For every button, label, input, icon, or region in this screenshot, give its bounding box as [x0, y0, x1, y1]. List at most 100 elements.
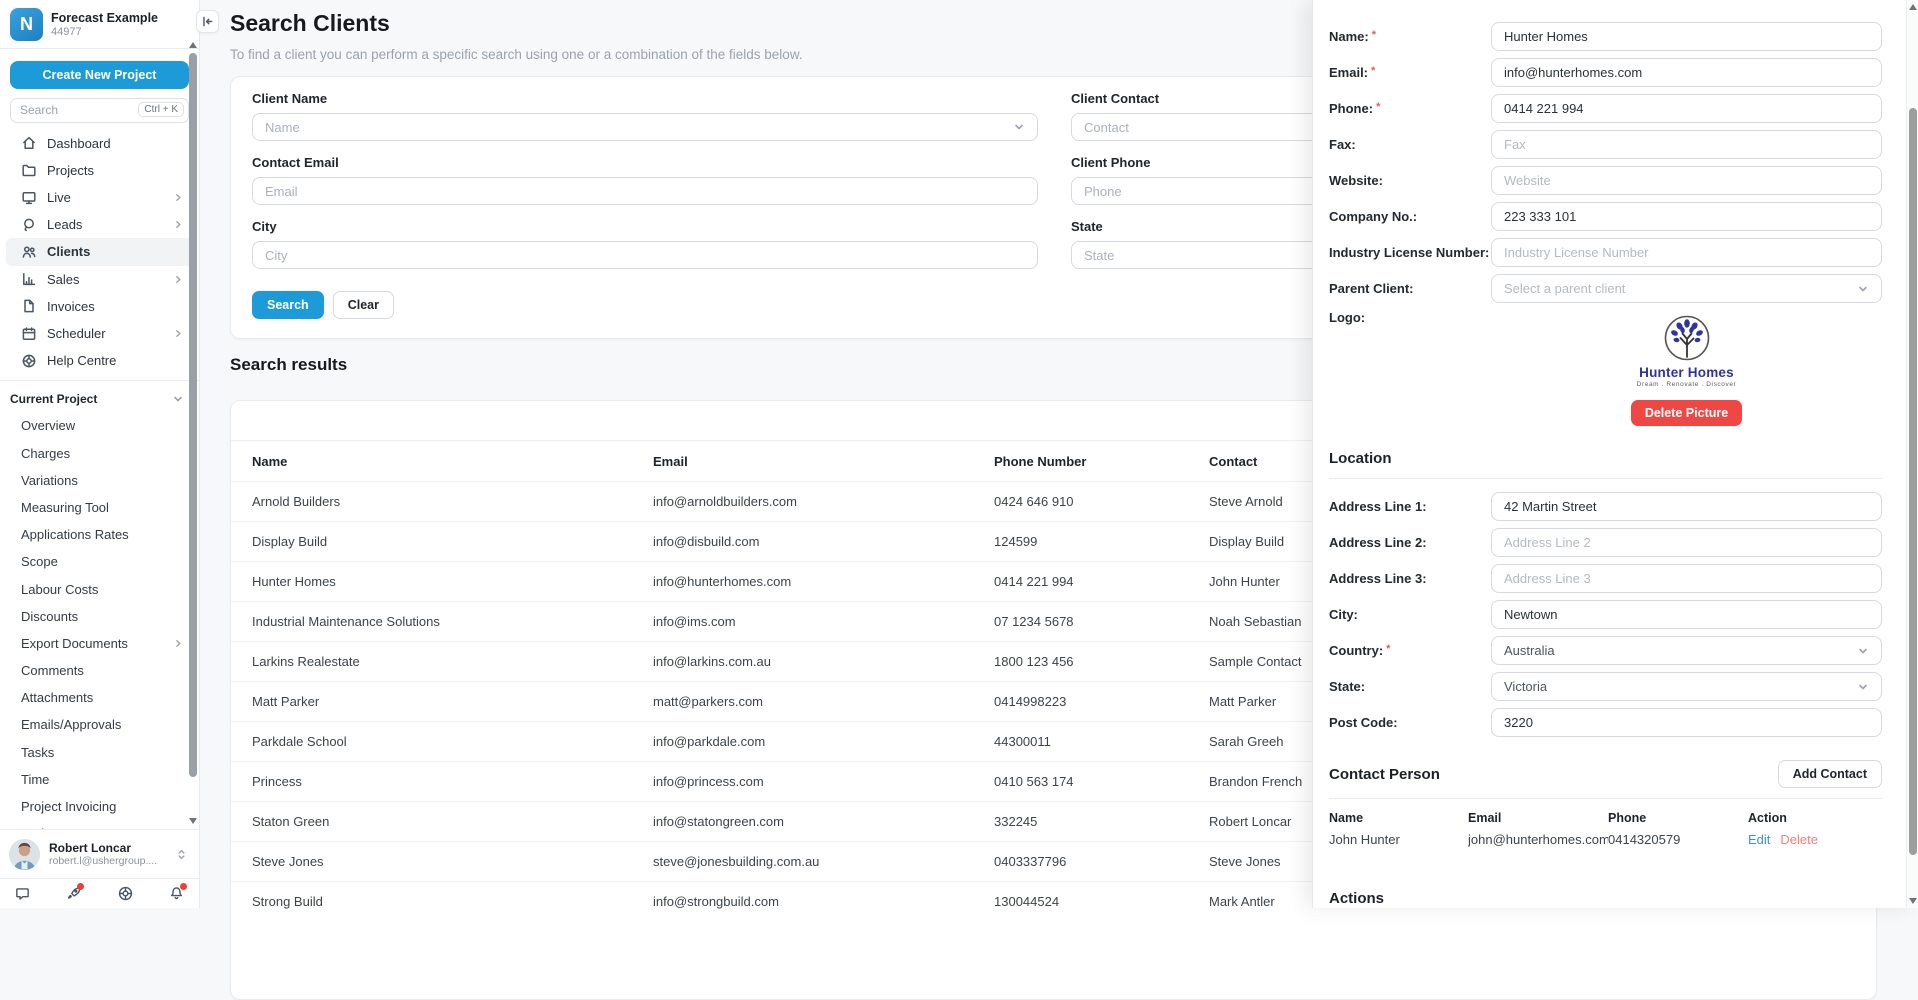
table-row[interactable]: Parkdale School info@parkdale.com 443000…: [231, 721, 1876, 761]
table-row[interactable]: Display Build info@disbuild.com 124599 D…: [231, 521, 1876, 561]
name-input[interactable]: [1491, 22, 1882, 51]
clear-button[interactable]: Clear: [332, 291, 394, 319]
sidebar-item-help-centre[interactable]: Help Centre: [6, 347, 193, 374]
delete-picture-button[interactable]: Delete Picture: [1630, 400, 1743, 426]
current-project-item[interactable]: Emails/Approvals: [21, 717, 122, 733]
table-row[interactable]: Arnold Builders info@arnoldbuilders.com …: [231, 481, 1876, 521]
city-input[interactable]: [252, 241, 1038, 269]
panel-field-address-1: Address Line 1:: [1329, 492, 1882, 521]
calendar-icon: [21, 326, 37, 342]
search-button[interactable]: Search: [252, 291, 324, 319]
table-row[interactable]: Larkins Realestate info@larkins.com.au 1…: [231, 641, 1876, 681]
table-row[interactable]: Matt Parker matt@parkers.com 0414998223 …: [231, 681, 1876, 721]
scroll-down-arrow[interactable]: [188, 818, 197, 824]
sidebar-item-projects[interactable]: Projects: [6, 157, 193, 184]
scrollbar-thumb[interactable]: [188, 53, 197, 777]
user-menu[interactable]: Robert Loncar robert.l@ushergroup....: [0, 829, 199, 878]
table-row[interactable]: Princess info@princess.com 0410 563 174 …: [231, 761, 1876, 801]
current-project-item[interactable]: Comments: [21, 663, 84, 679]
bell-icon[interactable]: [168, 883, 187, 902]
email-input[interactable]: [1491, 58, 1882, 87]
current-project-item[interactable]: Measuring Tool: [21, 499, 109, 515]
sidebar-item-leads[interactable]: Leads: [6, 211, 193, 238]
sidebar-item-scheduler[interactable]: Scheduler: [6, 320, 193, 347]
sidebar-item-dashboard[interactable]: Dashboard: [6, 130, 193, 157]
cell-phone: 124599: [994, 534, 1038, 549]
logo-tagline: Dream . Renovate . Discover: [1636, 381, 1737, 388]
current-project-item[interactable]: Scope: [21, 554, 58, 570]
collapse-icon: [203, 16, 213, 27]
add-contact-button[interactable]: Add Contact: [1777, 760, 1882, 788]
sidebar-item-live[interactable]: Live: [6, 184, 193, 211]
sidebar-item-clients[interactable]: Clients: [6, 238, 193, 266]
cell-email: info@princess.com: [653, 774, 764, 789]
project-header[interactable]: N Forecast Example 44977: [0, 0, 199, 48]
current-project-item[interactable]: Time: [21, 771, 50, 787]
current-project-item[interactable]: Charges: [21, 445, 71, 461]
panel-field-company-no: Company No.:: [1329, 202, 1882, 231]
table-row[interactable]: Strong Build info@strongbuild.com 130044…: [231, 881, 1876, 921]
website-input[interactable]: [1491, 166, 1882, 195]
current-project-item[interactable]: Project Costs: [0, 820, 199, 829]
sidebar-item-sales[interactable]: Sales: [6, 266, 193, 293]
collapse-sidebar-button[interactable]: [196, 10, 219, 33]
company-no-input[interactable]: [1491, 202, 1882, 231]
country-select[interactable]: Australia: [1491, 636, 1882, 665]
project-name: Forecast Example: [51, 11, 158, 25]
address-line-1-input[interactable]: [1491, 492, 1882, 521]
current-project-header[interactable]: Current Project: [0, 386, 199, 412]
delete-contact-link[interactable]: Delete: [1780, 832, 1818, 847]
sidebar-item-invoices[interactable]: Invoices: [6, 293, 193, 320]
create-new-project-button[interactable]: Create New Project: [10, 61, 189, 90]
address-line-3-input[interactable]: [1491, 564, 1882, 593]
chevron-down-icon: [1859, 286, 1867, 291]
current-project-item[interactable]: Export Documents: [0, 630, 199, 657]
monitor-icon: [21, 190, 37, 206]
cell-email: info@disbuild.com: [653, 534, 760, 549]
current-project-item[interactable]: Tasks: [21, 744, 55, 760]
current-project-item[interactable]: Project Invoicing: [21, 799, 117, 815]
industry-license-input[interactable]: [1491, 238, 1882, 267]
contact-email-input[interactable]: [252, 177, 1038, 205]
cell-name: Display Build: [252, 534, 328, 549]
address-line-2-input[interactable]: [1491, 528, 1882, 557]
current-project-item[interactable]: Applications Rates: [21, 527, 129, 543]
edit-contact-link[interactable]: Edit: [1748, 832, 1771, 847]
current-project-item[interactable]: Variations: [21, 472, 78, 488]
chevron-right-icon: [173, 274, 184, 285]
cell-name: Larkins Realestate: [252, 654, 360, 669]
panel-field-country: Country: Australia: [1329, 636, 1882, 665]
fax-input[interactable]: [1491, 130, 1882, 159]
parent-client-select[interactable]: Select a parent client: [1491, 274, 1882, 303]
sidebar-scrollbar[interactable]: [188, 40, 197, 826]
panel-field-city: City:: [1329, 600, 1882, 629]
cell-contact: John Hunter: [1209, 574, 1280, 589]
table-row[interactable]: Hunter Homes info@hunterhomes.com 0414 2…: [231, 561, 1876, 601]
contact-person-title: Contact Person: [1329, 765, 1440, 783]
current-project-item[interactable]: Labour Costs: [21, 581, 99, 597]
rocket-icon[interactable]: [65, 883, 85, 902]
current-project-item[interactable]: Overview: [21, 418, 76, 434]
scrollbar-thumb[interactable]: [1908, 108, 1917, 855]
scroll-up-arrow[interactable]: [188, 42, 197, 48]
client-name-select[interactable]: Name: [252, 113, 1038, 141]
page-scrollbar[interactable]: [1906, 0, 1918, 908]
panel-field-state: State: Victoria: [1329, 672, 1882, 701]
state-select[interactable]: Victoria: [1491, 672, 1882, 701]
phone-input[interactable]: [1491, 94, 1882, 123]
table-row[interactable]: Staton Green info@statongreen.com 332245…: [231, 801, 1876, 841]
current-project-item[interactable]: Attachments: [21, 690, 94, 706]
scroll-up-arrow[interactable]: [1909, 4, 1917, 10]
cell-contact: Display Build: [1209, 534, 1285, 549]
scroll-down-arrow[interactable]: [1909, 898, 1917, 904]
table-row[interactable]: Industrial Maintenance Solutions info@im…: [231, 601, 1876, 641]
city-input-panel[interactable]: [1491, 600, 1882, 629]
chat-icon[interactable]: [14, 885, 31, 902]
current-project-item[interactable]: Discounts: [21, 608, 79, 624]
cell-name: Arnold Builders: [252, 494, 341, 509]
table-row[interactable]: Steve Jones steve@jonesbuilding.com.au 0…: [231, 841, 1876, 881]
post-code-input[interactable]: [1491, 708, 1882, 737]
cell-name: Staton Green: [252, 814, 330, 829]
field-contact-email: Contact Email: [252, 155, 1038, 205]
help-icon[interactable]: [117, 885, 134, 902]
